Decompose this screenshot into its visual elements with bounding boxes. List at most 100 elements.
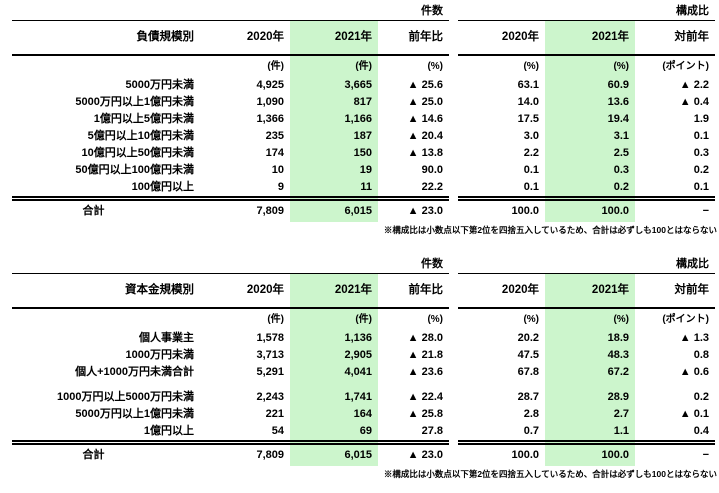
value-cell: 2,243 <box>256 391 284 403</box>
debt-size-section: 件数 構成比 負債規模別 2020年 2021年 前年比 2020年 2021年 対前年 (件)(… <box>12 3 717 235</box>
column-header: 2021年 <box>290 21 378 56</box>
column-gap <box>449 145 458 162</box>
group-header: 構成比 <box>458 256 716 274</box>
row-label: 5000万円以上1億円未満 <box>75 96 194 108</box>
value-cell: 1,136 <box>290 330 378 347</box>
total-label: 合計 <box>12 440 200 466</box>
value-cell: 0.3 <box>545 162 636 179</box>
column-header: 対前年 <box>635 21 716 56</box>
value-cell: 0.3 <box>693 147 710 159</box>
value-cell: 67.2 <box>545 364 636 381</box>
total-label: 合計 <box>12 196 200 222</box>
value-cell: 47.5 <box>517 349 540 361</box>
row-label: 100億円以上 <box>131 181 194 193</box>
value-cell: 11 <box>290 179 378 196</box>
value-cell: ▲ 23.6 <box>407 366 444 378</box>
row-label: 1億円以上 <box>143 425 194 437</box>
group-header: 構成比 <box>458 3 716 21</box>
unit-label: (件) <box>290 56 378 77</box>
value-cell: 63.1 <box>517 79 540 91</box>
footnote: ※構成比は小数点以下第2位を四捨五入しているため、合計は必ずしも100とはならな… <box>383 225 717 235</box>
value-cell: 48.3 <box>545 347 636 364</box>
column-header: 2021年 <box>545 274 636 309</box>
unit-label: (%) <box>427 60 444 72</box>
total-value: 100.0 <box>458 440 546 466</box>
value-cell: 3,665 <box>290 77 378 94</box>
value-cell: ▲ 25.6 <box>407 79 444 91</box>
value-cell: ▲ 1.3 <box>679 332 710 344</box>
value-cell: ▲ 13.8 <box>407 147 444 159</box>
total-value: − <box>635 196 716 222</box>
total-value: ▲ 23.0 <box>378 440 450 466</box>
value-cell: 5,291 <box>256 366 284 378</box>
row-axis-label: 負債規模別 <box>12 21 200 56</box>
unit-spacer <box>12 309 200 330</box>
row-label: 1000万円未満 <box>125 349 194 361</box>
column-gap <box>449 128 458 145</box>
value-cell: 69 <box>290 423 378 440</box>
row-label: 1億円以上5億円未満 <box>93 113 194 125</box>
unit-label: (件) <box>290 309 378 330</box>
unit-label: (ポイント) <box>662 313 710 325</box>
row-spacer <box>12 381 200 389</box>
column-header: 2020年 <box>200 21 290 56</box>
value-cell: 17.5 <box>517 113 540 125</box>
value-cell: 2.5 <box>545 145 636 162</box>
value-cell: 13.6 <box>545 94 636 111</box>
total-value: 7,809 <box>200 440 290 466</box>
value-cell: 0.1 <box>693 181 710 193</box>
value-cell: ▲ 22.4 <box>407 391 444 403</box>
value-cell: 1.1 <box>545 423 636 440</box>
column-gap <box>449 440 458 466</box>
value-cell: 19.4 <box>545 111 636 128</box>
value-cell: 0.4 <box>693 425 710 437</box>
value-cell: 1,090 <box>256 96 284 108</box>
row-label: 個人事業主 <box>139 332 194 344</box>
total-value: ▲ 23.0 <box>378 196 450 222</box>
footnote: ※構成比は小数点以下第2位を四捨五入しているため、合計は必ずしも100とはならな… <box>383 469 717 479</box>
value-cell: 221 <box>265 408 284 420</box>
value-cell: 0.1 <box>693 130 710 142</box>
unit-label: (%) <box>523 313 540 325</box>
group-underline <box>12 256 200 274</box>
column-header: 対前年 <box>635 274 716 309</box>
column-gap <box>449 309 458 330</box>
row-axis-label: 資本金規模別 <box>12 274 200 309</box>
value-cell: 28.7 <box>517 391 540 403</box>
column-gap <box>449 330 458 347</box>
value-cell: 235 <box>265 130 284 142</box>
total-value: − <box>635 440 716 466</box>
value-cell: 174 <box>265 147 284 159</box>
value-cell: 0.2 <box>545 179 636 196</box>
value-cell: ▲ 21.8 <box>407 349 444 361</box>
column-header: 2020年 <box>458 274 546 309</box>
total-value: 100.0 <box>545 196 636 222</box>
group-header: 件数 <box>200 3 450 21</box>
unit-label: (件) <box>267 60 284 72</box>
value-cell: ▲ 0.1 <box>679 408 710 420</box>
group-underline <box>12 3 200 21</box>
value-cell: 1,366 <box>256 113 284 125</box>
row-label: 50億円以上100億円未満 <box>75 164 194 176</box>
value-cell: 4,925 <box>256 79 284 91</box>
row-label: 5億円以上10億円未満 <box>87 130 194 142</box>
column-gap <box>449 196 458 222</box>
value-cell: 3.1 <box>545 128 636 145</box>
row-spacer <box>290 381 378 389</box>
row-spacer <box>545 381 636 389</box>
value-cell: ▲ 28.0 <box>407 332 444 344</box>
capital-size-table: 件数 構成比 資本金規模別 2020年 2021年 前年比 2020年 2021年 対前年 (件)… <box>12 256 716 466</box>
value-cell: 1,741 <box>290 389 378 406</box>
column-gap <box>449 56 458 77</box>
column-gap <box>449 94 458 111</box>
value-cell: ▲ 25.0 <box>407 96 444 108</box>
value-cell: 90.0 <box>421 164 444 176</box>
unit-label: (ポイント) <box>662 60 710 72</box>
total-value: 6,015 <box>290 440 378 466</box>
value-cell: ▲ 25.8 <box>407 408 444 420</box>
value-cell: 2.2 <box>523 147 540 159</box>
value-cell: 1,166 <box>290 111 378 128</box>
row-spacer <box>378 381 449 389</box>
unit-label: (件) <box>267 313 284 325</box>
